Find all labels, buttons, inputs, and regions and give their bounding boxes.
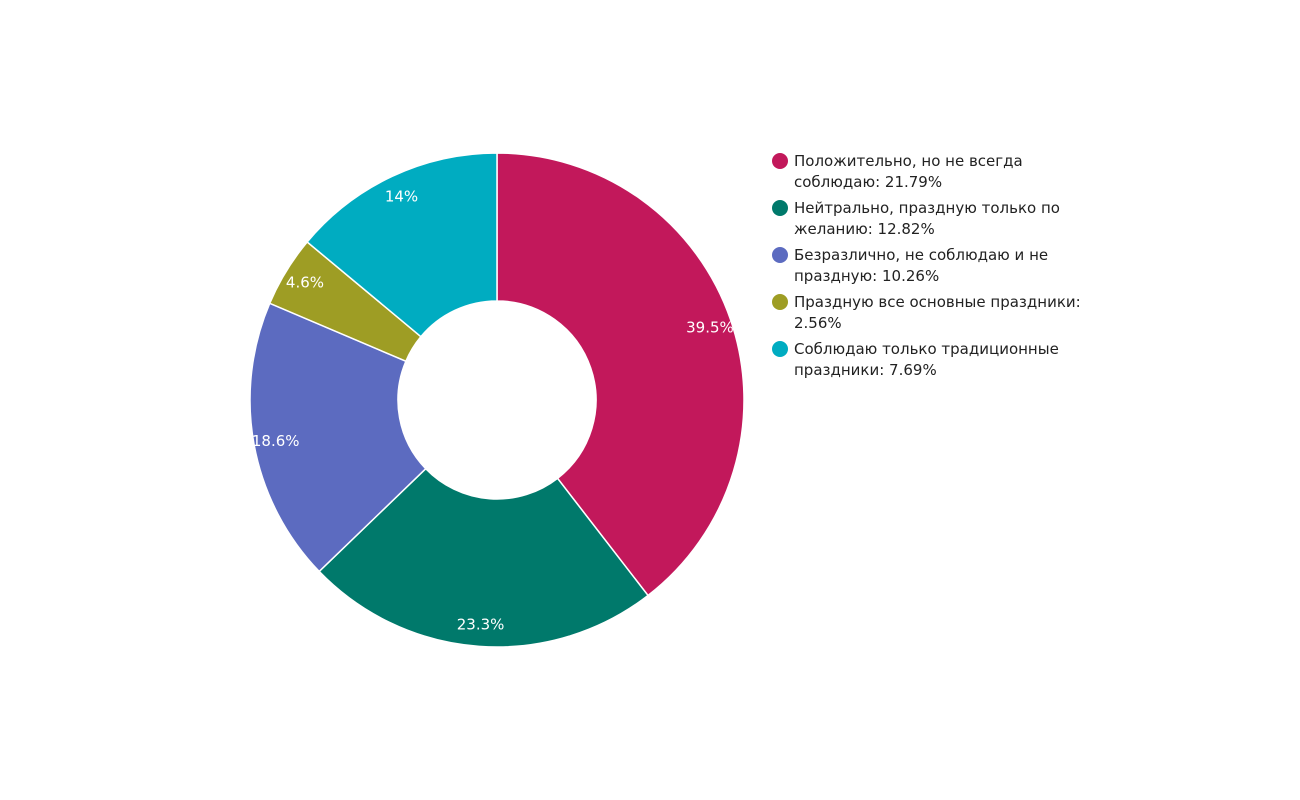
legend-swatch-icon — [772, 341, 788, 357]
legend-swatch-icon — [772, 294, 788, 310]
legend-swatch-icon — [772, 247, 788, 263]
legend: Положительно, но не всегда соблюдаю: 21.… — [772, 151, 1092, 386]
slices-group — [249, 152, 745, 648]
slice-labels-group: 39.5% 23.3% 18.6% 4.6% 14% — [252, 187, 734, 633]
slice-5[interactable] — [306, 152, 498, 338]
slice-label-2: 23.3% — [457, 615, 505, 633]
legend-label: Нейтрально, праздную только по желанию: … — [794, 199, 1060, 238]
legend-item-2[interactable]: Нейтрально, праздную только по желанию: … — [772, 198, 1092, 240]
legend-item-1[interactable]: Положительно, но не всегда соблюдаю: 21.… — [772, 151, 1092, 193]
slice-label-5: 14% — [385, 187, 418, 205]
slice-3[interactable] — [249, 302, 427, 573]
slice-label-1: 39.5% — [686, 318, 734, 336]
slice-label-4: 4.6% — [286, 274, 324, 292]
legend-label: Безразлично, не соблюдаю и не праздную: … — [794, 246, 1049, 285]
legend-item-5[interactable]: Соблюдаю только традиционные праздники: … — [772, 339, 1092, 381]
legend-label: Соблюдаю только традиционные праздники: … — [794, 340, 1059, 379]
slice-label-3: 18.6% — [252, 432, 300, 450]
slice-2[interactable] — [318, 467, 650, 648]
legend-label: Праздную все основные праздники: 2.56% — [794, 293, 1081, 332]
legend-item-3[interactable]: Безразлично, не соблюдаю и не праздную: … — [772, 245, 1092, 287]
legend-swatch-icon — [772, 200, 788, 216]
slice-1[interactable] — [496, 152, 745, 597]
legend-swatch-icon — [772, 153, 788, 169]
legend-label: Положительно, но не всегда соблюдаю: 21.… — [794, 152, 1023, 191]
legend-item-4[interactable]: Праздную все основные праздники: 2.56% — [772, 292, 1092, 334]
